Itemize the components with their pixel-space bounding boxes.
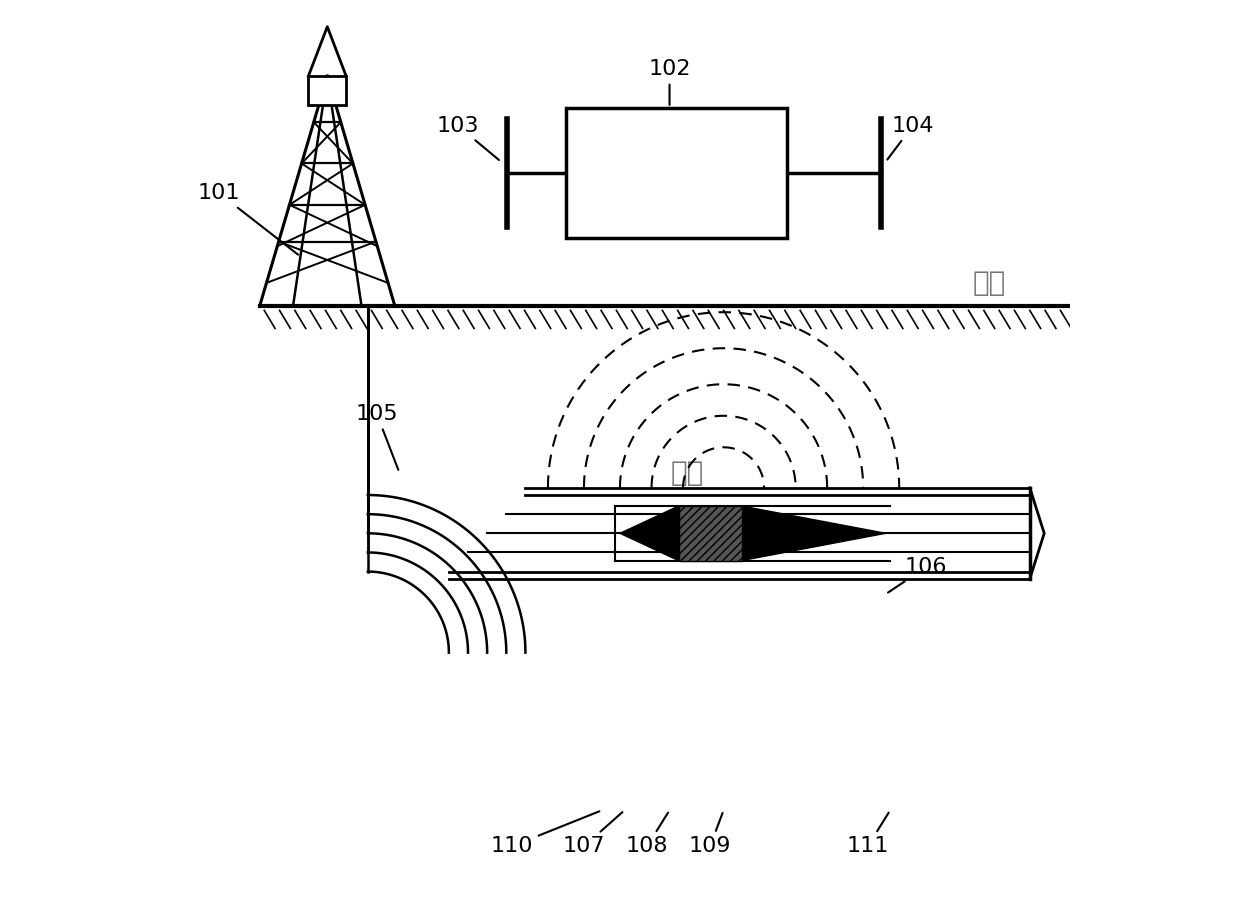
Text: 井场: 井场	[972, 269, 1006, 297]
Polygon shape	[620, 506, 678, 561]
Text: 104: 104	[888, 115, 934, 160]
Bar	[678, 506, 742, 561]
Text: 102: 102	[649, 59, 691, 105]
Polygon shape	[742, 506, 885, 561]
Text: 101: 101	[198, 184, 298, 255]
Bar	[565, 108, 786, 238]
Text: 103: 103	[436, 115, 498, 160]
Text: 105: 105	[356, 404, 398, 470]
Text: 108: 108	[626, 813, 668, 856]
Text: 111: 111	[847, 813, 889, 856]
Text: 地层: 地层	[671, 458, 704, 486]
Text: 107: 107	[563, 812, 622, 856]
Text: 110: 110	[491, 812, 599, 856]
Text: 109: 109	[688, 813, 732, 856]
Bar	[309, 76, 346, 105]
Text: 106: 106	[888, 557, 947, 593]
